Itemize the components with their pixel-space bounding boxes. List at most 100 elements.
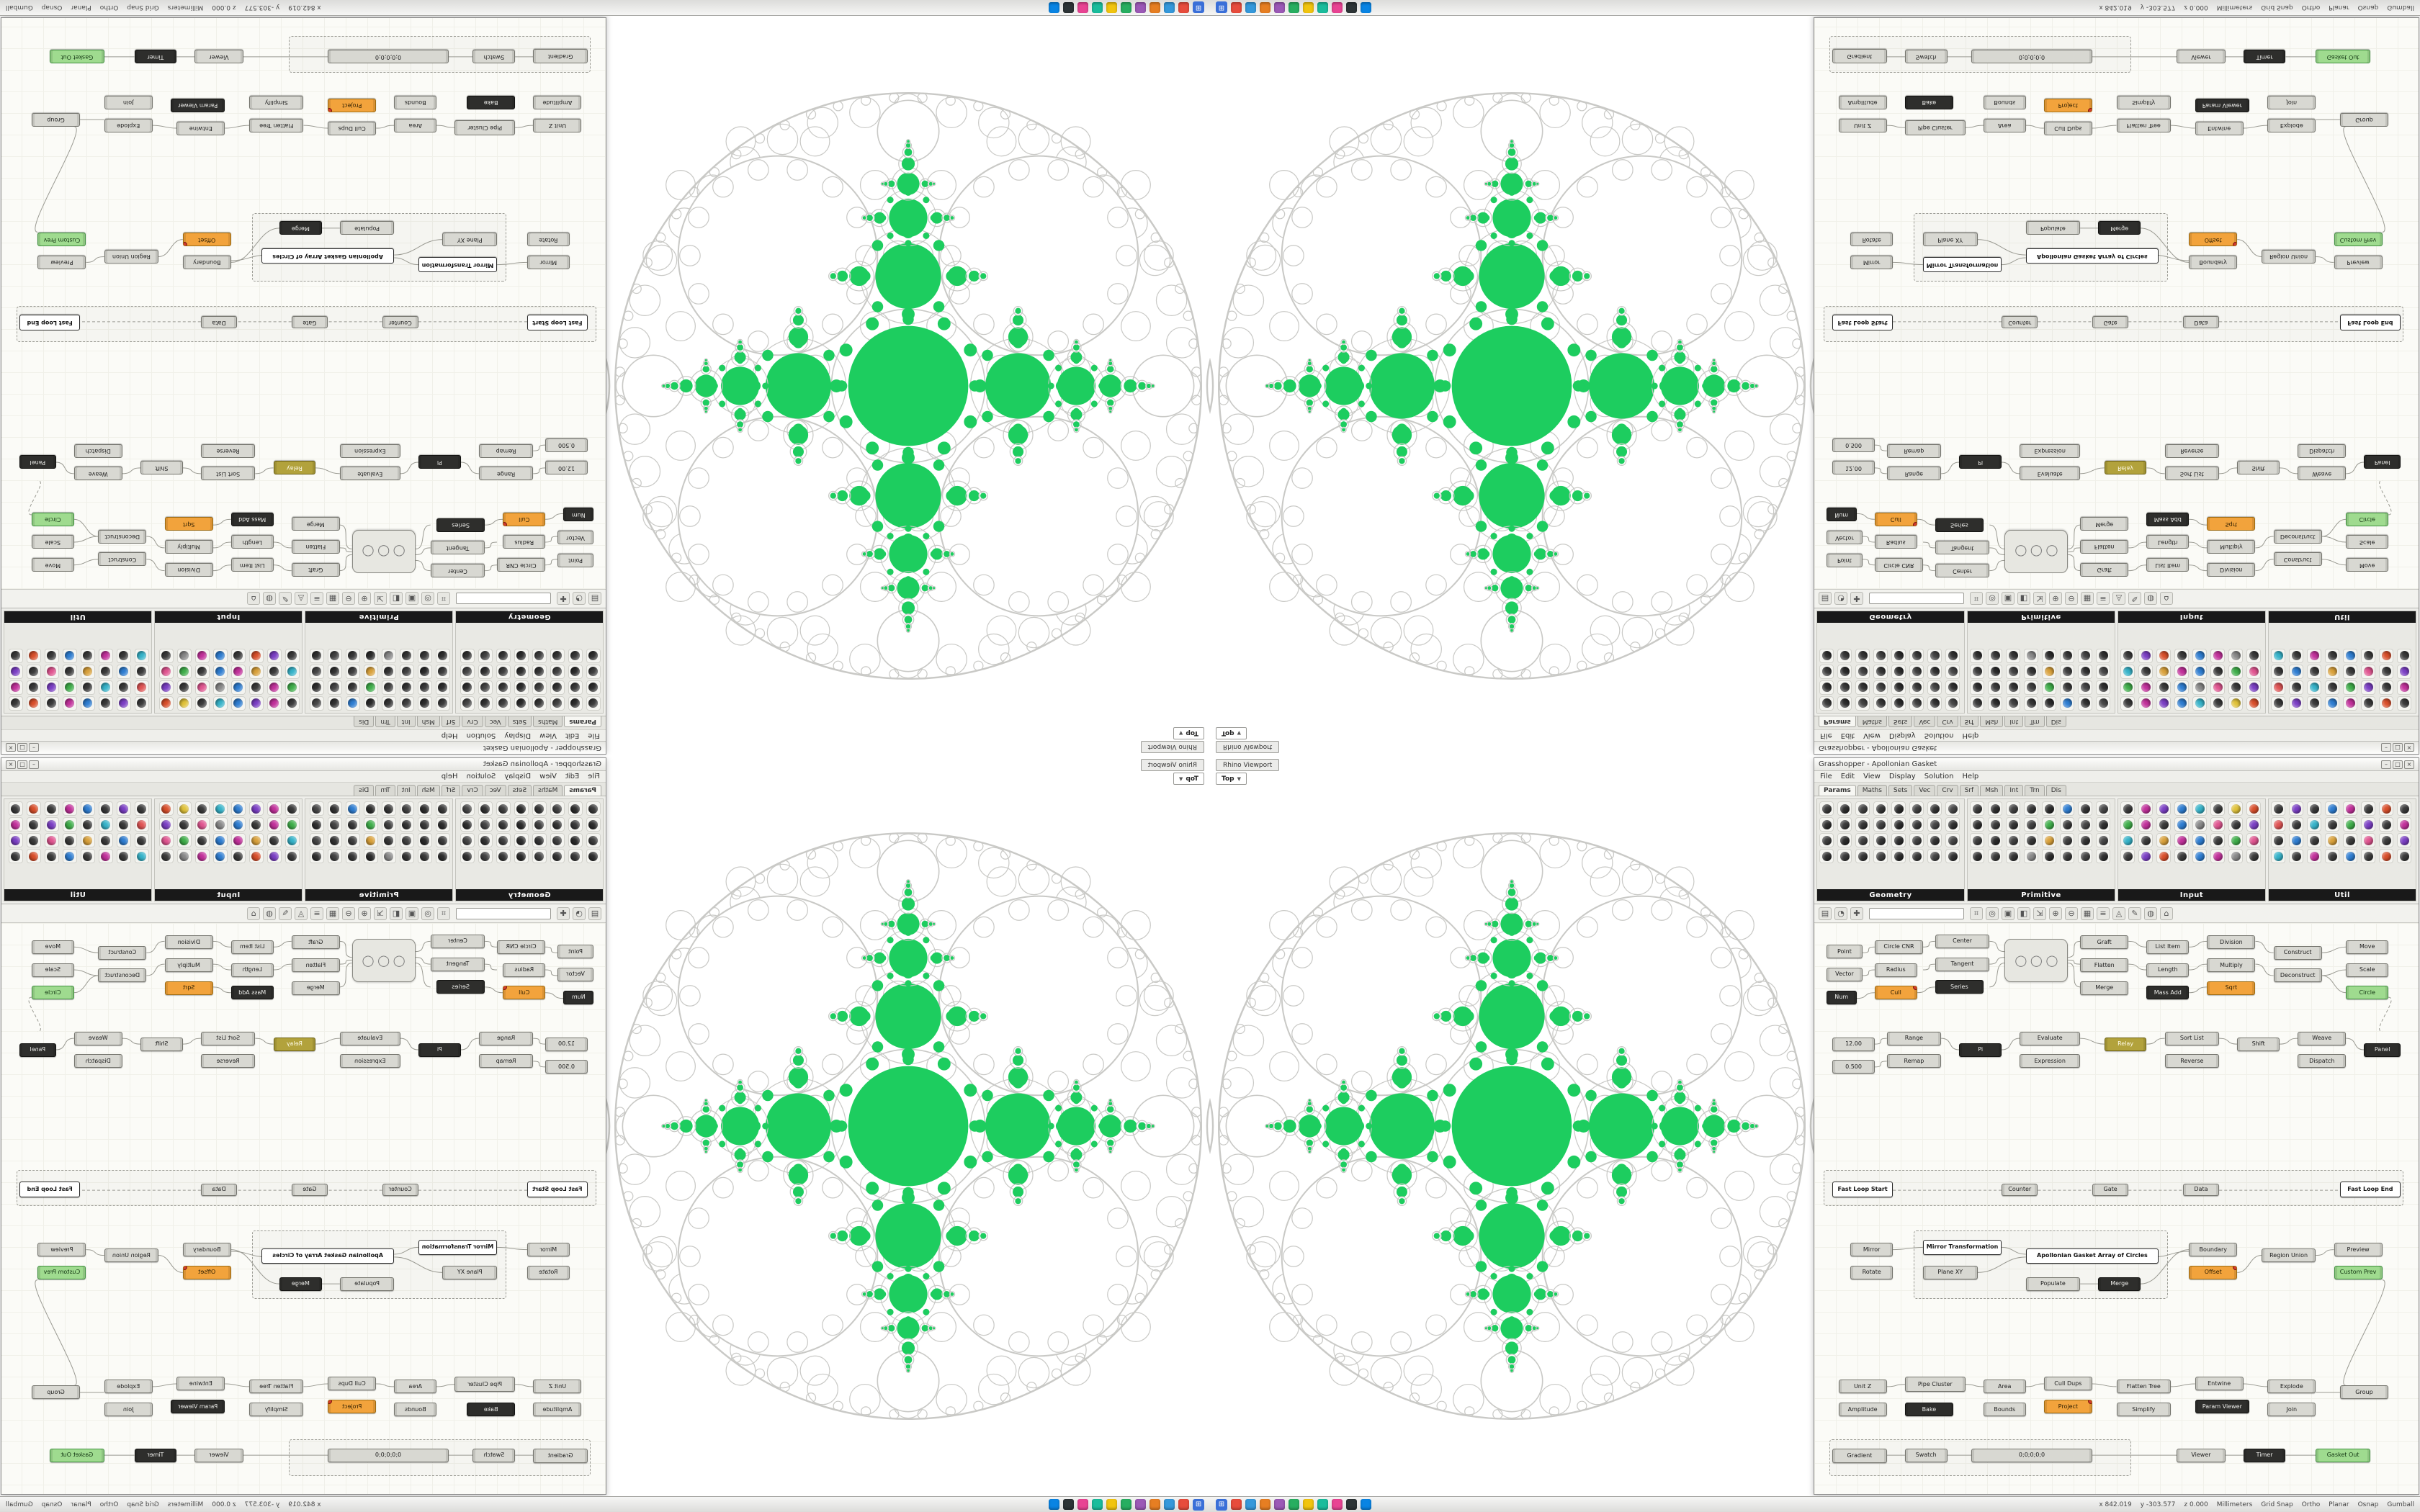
component-icon[interactable] — [135, 696, 149, 711]
component-icon[interactable] — [1819, 696, 1834, 711]
gh-node[interactable]: Shift — [140, 461, 183, 475]
component-icon[interactable] — [2210, 665, 2225, 679]
gh-node[interactable]: Multiply — [164, 539, 213, 554]
gh-node[interactable]: Dispatch — [2298, 444, 2347, 458]
component-icon[interactable] — [2120, 801, 2135, 816]
gh-node[interactable]: Simplify — [249, 1403, 304, 1417]
component-icon[interactable] — [1970, 849, 1984, 863]
component-icon[interactable] — [1945, 680, 1960, 695]
gh-node[interactable]: Center — [430, 564, 485, 578]
component-icon[interactable] — [1819, 649, 1834, 663]
gh-node[interactable]: Multiply — [2207, 539, 2256, 554]
menu-item-file[interactable]: File — [588, 773, 600, 780]
gh-node[interactable]: Circle CNR — [497, 940, 546, 954]
gh-node[interactable]: Cull Dups — [328, 1377, 377, 1391]
tab-msh[interactable]: Msh — [416, 785, 440, 796]
gh-node[interactable]: Project — [2043, 98, 2092, 112]
gh-node[interactable]: Populate — [339, 1277, 395, 1291]
gh-node[interactable]: Shift — [2237, 1037, 2280, 1051]
taskbar-app-purple-icon[interactable] — [1135, 2, 1146, 13]
gh-node[interactable]: Swatch — [472, 50, 516, 64]
component-icon[interactable] — [2174, 801, 2189, 816]
component-icon[interactable] — [135, 817, 149, 832]
toolbar-icon-10[interactable]: ▦ — [326, 592, 339, 606]
gh-node[interactable]: Construct — [2273, 945, 2322, 960]
component-icon[interactable] — [568, 833, 583, 847]
component-icon[interactable] — [1855, 680, 1870, 695]
gh-node[interactable]: Gate — [2092, 1183, 2129, 1197]
toolbar-icon-13[interactable]: ✎ — [279, 592, 292, 606]
gh-node[interactable]: Merge — [279, 1277, 322, 1291]
component-icon[interactable] — [460, 833, 475, 847]
gh-node[interactable]: Bounds — [1983, 95, 2026, 109]
component-icon[interactable] — [2325, 801, 2339, 816]
gh-node[interactable]: Area — [394, 118, 437, 132]
gh-node[interactable]: Preview — [37, 255, 86, 269]
component-icon[interactable] — [1891, 817, 1906, 832]
gh-node[interactable]: Project — [328, 98, 377, 112]
viewport-tab-top[interactable]: Top ▼ — [1216, 727, 1247, 739]
component-icon[interactable] — [2271, 801, 2285, 816]
component-icon[interactable] — [159, 849, 174, 863]
gh-node[interactable]: Fast Loop End — [2339, 1182, 2401, 1198]
component-icon[interactable] — [195, 849, 210, 863]
component-icon[interactable] — [328, 849, 342, 863]
gh-node[interactable]: Scale — [2346, 535, 2389, 549]
gh-node[interactable]: Data — [200, 315, 238, 329]
gh-node[interactable]: 12.00 — [1832, 461, 1875, 475]
component-icon[interactable] — [400, 801, 414, 816]
toolbar-icon-2[interactable]: ✚ — [557, 592, 570, 606]
component-icon[interactable] — [1837, 833, 1852, 847]
taskbar-app-orange-icon[interactable] — [1150, 1499, 1160, 1510]
component-icon[interactable] — [2042, 833, 2056, 847]
tab-int[interactable]: Int — [2004, 716, 2024, 727]
gh-node[interactable]: Weave — [73, 467, 122, 481]
gh-node[interactable]: Relay — [273, 1037, 316, 1051]
toolbar-icon-8[interactable]: ⊕ — [2049, 592, 2062, 606]
component-icon[interactable] — [2246, 833, 2261, 847]
status-token[interactable]: Millimeters — [2216, 1500, 2253, 1508]
component-icon[interactable] — [418, 696, 432, 711]
component-icon[interactable] — [231, 649, 246, 663]
component-icon[interactable] — [2060, 680, 2074, 695]
gh-node[interactable]: Division — [164, 562, 213, 577]
gh-node[interactable]: Deconstruct — [98, 968, 147, 983]
rhino-viewport[interactable]: Rhino Viewport Top ▼ — [1210, 16, 1814, 756]
component-icon[interactable] — [9, 649, 23, 663]
gh-node[interactable]: Evaluate — [339, 467, 400, 481]
component-icon[interactable] — [460, 649, 475, 663]
component-icon[interactable] — [159, 833, 174, 847]
gh-node[interactable]: Weave — [73, 1031, 122, 1045]
taskbar-app-skyblue-icon[interactable] — [1049, 2, 1059, 13]
component-icon[interactable] — [2138, 696, 2153, 711]
status-token[interactable]: Osnap — [41, 4, 63, 12]
component-icon[interactable] — [285, 696, 300, 711]
component-icon[interactable] — [1837, 680, 1852, 695]
gh-node[interactable]: Cull — [1874, 986, 1917, 1000]
toolbar-icon-0[interactable]: ▤ — [588, 592, 601, 606]
component-icon[interactable] — [478, 817, 493, 832]
component-icon[interactable] — [1909, 649, 1924, 663]
tab-vec[interactable]: Vec — [1914, 716, 1936, 727]
tab-msh[interactable]: Msh — [1980, 716, 2004, 727]
component-icon[interactable] — [514, 817, 529, 832]
gh-node[interactable]: Swatch — [472, 1448, 516, 1462]
gh-node[interactable]: 0.500 — [545, 1060, 588, 1074]
component-icon[interactable] — [1855, 849, 1870, 863]
gh-node[interactable]: Amplitude — [533, 95, 582, 109]
component-icon[interactable] — [364, 665, 378, 679]
gh-node[interactable]: 0;0;0;0;0 — [328, 50, 449, 64]
gh-node[interactable]: Expression — [339, 1054, 400, 1068]
component-icon[interactable] — [1927, 817, 1942, 832]
taskbar-app-red-icon[interactable] — [1178, 1499, 1189, 1510]
component-icon[interactable] — [310, 696, 324, 711]
gh-node[interactable]: Sort List — [2164, 1031, 2220, 1045]
gh-node[interactable]: Entwine — [176, 1377, 225, 1391]
canvas-search-input[interactable] — [456, 907, 551, 919]
tab-maths[interactable]: Maths — [1857, 785, 1887, 796]
component-icon[interactable] — [568, 801, 583, 816]
minimize-button[interactable]: – — [2381, 760, 2391, 769]
gh-node[interactable]: Relay — [273, 461, 316, 475]
component-icon[interactable] — [2156, 649, 2171, 663]
gh-canvas[interactable]: Point Vector Num Circle CNR Radius Cull Center… — [1814, 923, 2419, 1494]
